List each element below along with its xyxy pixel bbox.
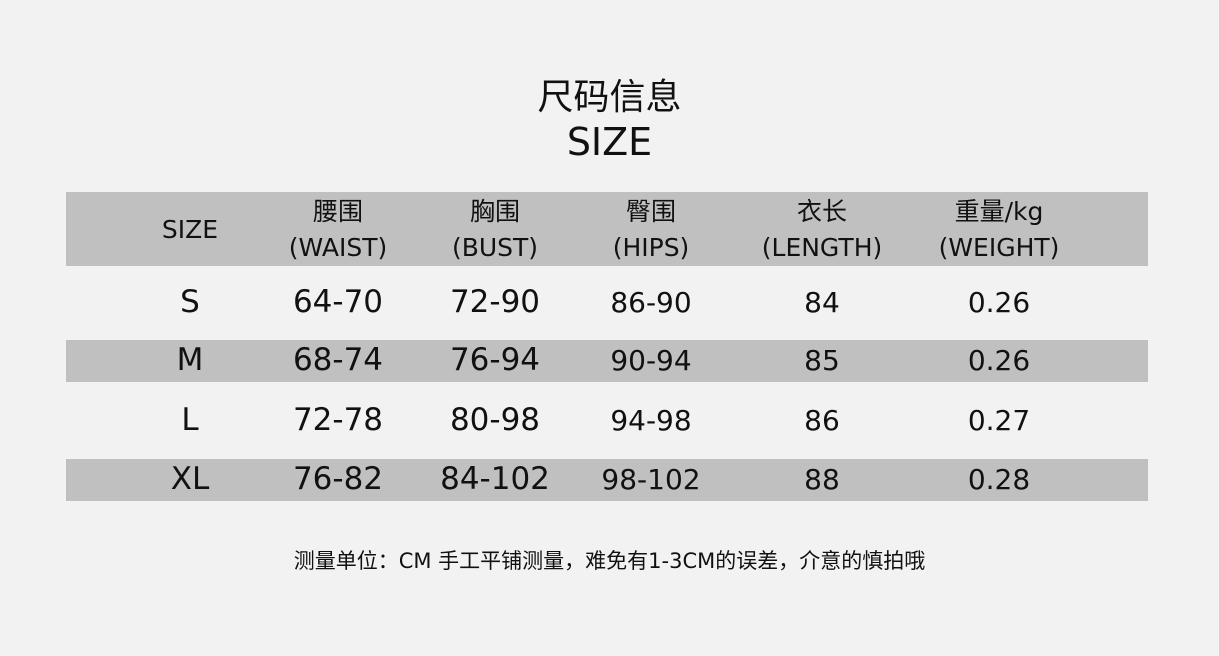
column-header: 胸围 (BUST) [452, 194, 538, 266]
row-band-m [66, 340, 1148, 382]
header-en: (BUST) [451, 233, 539, 262]
table-cell: 0.28 [967, 463, 1031, 496]
table-cell: 76-94 [449, 342, 541, 378]
table-cell: 0.27 [967, 404, 1031, 437]
table-cell: 0.26 [967, 286, 1031, 319]
table-cell: 68-74 [292, 342, 384, 378]
header-cn: 臀围 [625, 197, 676, 226]
table-cell: 90-94 [610, 344, 692, 377]
footnote: 测量单位：CM 手工平铺测量，难免有1-3CM的误差，介意的慎拍哦 [293, 549, 926, 573]
table-cell: 98-102 [601, 463, 701, 496]
table-cell: 85 [804, 344, 840, 377]
column-header: 重量/kg (WEIGHT) [939, 194, 1060, 266]
table-cell: 0.26 [967, 344, 1031, 377]
size-label: XL [170, 461, 210, 497]
table-cell: 84-102 [440, 461, 550, 497]
size-label: L [181, 402, 199, 438]
table-cell: 76-82 [292, 461, 384, 497]
row-band-xl [66, 459, 1148, 501]
column-header: 腰围 (WAIST) [289, 194, 387, 266]
title-english: SIZE [566, 120, 653, 164]
size-label: S [180, 284, 200, 320]
table-cell: 64-70 [292, 284, 384, 320]
table-cell: 72-78 [292, 402, 384, 438]
table-cell: 94-98 [610, 404, 692, 437]
size-label: M [176, 342, 204, 378]
table-cell: 80-98 [449, 402, 541, 438]
header-en: (HIPS) [612, 233, 690, 262]
header-cn: 胸围 [469, 197, 521, 226]
header-en: (WEIGHT) [938, 233, 1060, 262]
header-en: (WAIST) [288, 233, 388, 262]
column-header: SIZE [161, 215, 219, 244]
column-header: 臀围 (HIPS) [613, 194, 690, 266]
header-band [66, 192, 1148, 266]
column-header: 衣长 (LENGTH) [762, 194, 882, 266]
table-cell: 88 [804, 463, 840, 496]
title-chinese: 尺码信息 [537, 77, 682, 118]
header-cn: 腰围 [312, 197, 364, 226]
header-en: (LENGTH) [761, 233, 883, 262]
table-cell: 86 [804, 404, 840, 437]
table-cell: 86-90 [610, 286, 692, 319]
table-cell: 72-90 [449, 284, 541, 320]
table-cell: 84 [804, 286, 840, 319]
header-cn: 重量/kg [954, 197, 1044, 226]
header-cn: 衣长 [796, 197, 848, 226]
